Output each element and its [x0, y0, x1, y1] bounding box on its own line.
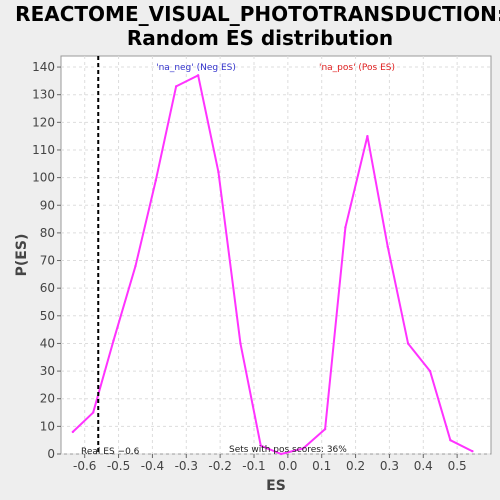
series-group	[71, 74, 474, 456]
x-tick-label: -0.1	[242, 459, 265, 473]
x-tick-label: -0.4	[141, 459, 164, 473]
pos-es-label: 'na_pos' (Pos ES)	[319, 63, 395, 73]
data-point	[471, 450, 474, 453]
data-point	[259, 444, 262, 447]
x-tick-label: -0.6	[73, 459, 96, 473]
y-tick-label: 90	[40, 198, 55, 212]
real-es-label: Real ES −0.6	[81, 447, 140, 457]
data-point	[449, 438, 452, 442]
x-axis-label: ES	[266, 478, 286, 494]
data-point	[217, 170, 220, 174]
data-point	[196, 74, 200, 77]
data-point	[344, 226, 347, 229]
data-point	[366, 134, 369, 138]
chart-title-line-1: REACTOME_VISUAL_PHOTOTRANSDUCTION:	[15, 2, 500, 26]
x-tick-label: 0.1	[312, 459, 331, 473]
y-tick-label: 10	[40, 419, 55, 433]
data-point	[91, 411, 95, 414]
data-point	[239, 342, 242, 345]
data-point	[386, 245, 389, 248]
y-tick-label: 70	[40, 254, 55, 268]
x-tick-label: 0.0	[278, 459, 297, 473]
y-tick-label: 50	[40, 309, 55, 323]
y-tick-label: 30	[40, 364, 55, 378]
y-tick-label: 40	[40, 336, 55, 350]
data-point	[134, 264, 137, 268]
y-axis-label: P(ES)	[14, 234, 30, 277]
data-point	[112, 339, 115, 342]
y-tick-label: 100	[32, 171, 55, 185]
grid-lines	[61, 56, 491, 455]
x-tick-label: 0.3	[380, 459, 399, 473]
data-point	[301, 447, 305, 450]
data-point	[279, 452, 283, 456]
y-axis-ticks: 0 10 20 30 40 50 60 70 80 90 100 110 120 130 140	[32, 60, 61, 461]
x-tick-label: -0.3	[175, 459, 198, 473]
y-tick-label: 140	[32, 60, 55, 74]
plot-area	[60, 55, 492, 455]
data-point	[323, 427, 327, 431]
neg-es-label: 'na_neg' (Neg ES)	[156, 63, 236, 73]
data-point	[174, 85, 178, 88]
data-point	[406, 342, 410, 345]
data-point	[428, 369, 432, 373]
y-tick-label: 60	[40, 281, 55, 295]
pos-scores-label: Sets with pos scores: 36%	[229, 445, 347, 455]
y-tick-label: 120	[32, 115, 55, 129]
series-line	[72, 74, 473, 455]
y-tick-label: 20	[40, 392, 55, 406]
x-tick-label: -0.5	[107, 459, 130, 473]
y-tick-label: 80	[40, 226, 55, 240]
data-point	[154, 179, 158, 182]
y-tick-label: 130	[32, 88, 55, 102]
x-tick-label: 0.4	[414, 459, 433, 473]
x-tick-label: 0.2	[346, 459, 365, 473]
x-tick-label: 0.5	[448, 459, 467, 473]
chart-title-line-2: Random ES distribution	[127, 26, 393, 50]
data-point	[71, 430, 75, 434]
x-axis-ticks: -0.6 -0.5 -0.4 -0.3 -0.2 -0.1 0.0 0.1 0.2 0.3 0.4 0…	[73, 454, 467, 473]
x-tick-label: -0.2	[208, 459, 231, 473]
y-tick-label: 0	[47, 447, 55, 461]
y-tick-label: 110	[32, 143, 55, 157]
